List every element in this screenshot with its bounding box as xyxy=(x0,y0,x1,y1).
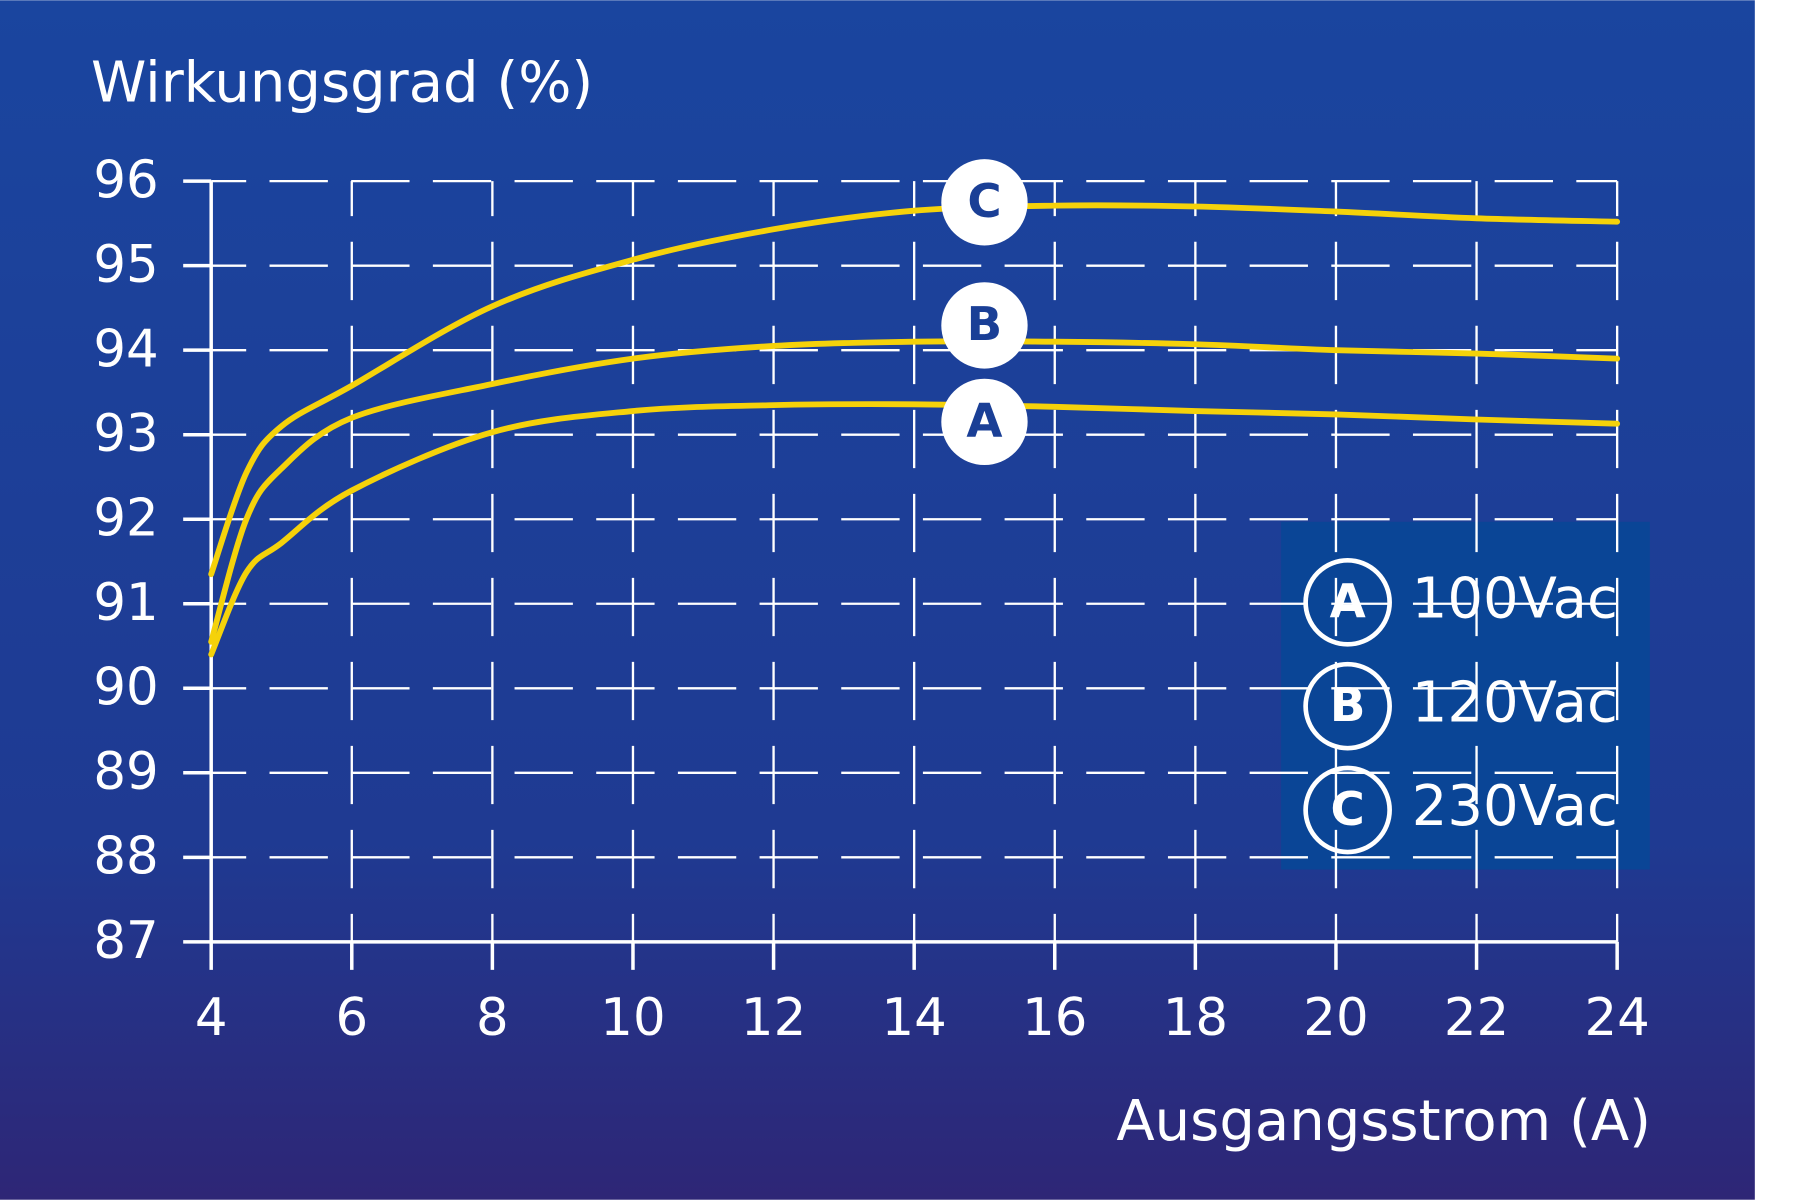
x-axis-title: Ausgangsstrom (A) xyxy=(1116,1089,1651,1154)
y-tick-label: 88 xyxy=(93,827,158,887)
x-tick-label: 20 xyxy=(1303,988,1368,1048)
curve-label-badge xyxy=(941,282,1028,369)
y-tick-label: 91 xyxy=(93,573,158,633)
legend-label: 120Vac xyxy=(1412,670,1618,735)
y-tick-label: 89 xyxy=(93,742,158,802)
x-tick-label: 10 xyxy=(600,988,665,1048)
x-tick-label: 16 xyxy=(1022,988,1087,1048)
legend-badge xyxy=(1303,557,1392,647)
legend-letter: C xyxy=(1330,783,1364,837)
x-tick-label: 12 xyxy=(741,988,806,1048)
line-series xyxy=(208,338,1621,645)
y-tick-label: 87 xyxy=(93,911,158,971)
line-series xyxy=(208,401,1621,658)
legend-badge xyxy=(1303,765,1392,855)
curve-label: C xyxy=(967,175,1001,229)
y-tick-label: 95 xyxy=(93,235,158,295)
x-tick-label: 24 xyxy=(1584,988,1649,1048)
curve-label-badge xyxy=(941,378,1028,466)
x-tick-label: 14 xyxy=(882,988,947,1048)
x-tick-label: 22 xyxy=(1444,988,1509,1048)
legend-box xyxy=(1281,521,1650,870)
legend-label: 100Vac xyxy=(1412,566,1618,631)
line-series xyxy=(208,202,1621,578)
legend-label: 230Vac xyxy=(1412,774,1618,839)
x-tick-label: 8 xyxy=(476,988,509,1048)
y-tick-label: 96 xyxy=(93,150,158,210)
y-tick-label: 93 xyxy=(93,404,158,464)
y-tick-label: 90 xyxy=(93,658,158,718)
curve-label: A xyxy=(966,395,1002,449)
legend-letter: A xyxy=(1330,575,1366,629)
curve-label: B xyxy=(967,298,1003,352)
y-tick-label: 92 xyxy=(93,489,158,549)
x-tick-label: 4 xyxy=(195,988,228,1048)
y-tick-label: 94 xyxy=(93,320,158,380)
legend-letter: B xyxy=(1330,679,1366,733)
curve-label-badge xyxy=(941,159,1028,246)
legend-badge xyxy=(1303,661,1392,751)
x-tick-label: 6 xyxy=(335,988,368,1048)
x-tick-label: 18 xyxy=(1163,988,1228,1048)
y-axis-title: Wirkungsgrad (%) xyxy=(91,51,593,116)
